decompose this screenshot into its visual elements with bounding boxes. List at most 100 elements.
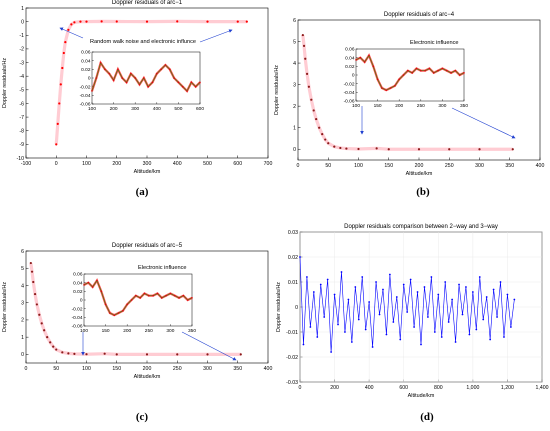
inset-data-point: [454, 69, 457, 72]
inset-y-tick-label: 0.04: [81, 58, 91, 64]
inset-data-point: [368, 54, 370, 57]
chart-a: Doppler residuals of arc−1-100 0 100 200 300…: [2, 0, 272, 198]
inset-y-tick-label: 0: [88, 76, 91, 82]
data-point: [321, 133, 324, 136]
y-axis-label: Doppler residuals/Hz: [2, 58, 8, 108]
data-point: [361, 276, 364, 278]
inset-data-point: [359, 56, 362, 59]
data-point: [85, 353, 88, 356]
inset-data-point: [151, 81, 154, 84]
data-point: [478, 276, 481, 278]
inset-frame: [91, 51, 201, 105]
inset-data-point: [178, 297, 180, 299]
data-point: [382, 288, 384, 291]
data-point: [458, 283, 460, 286]
data-point: [38, 313, 41, 316]
y-tick-label: 2: [21, 318, 24, 324]
x-tick-label: 100: [82, 161, 91, 167]
data-point: [299, 256, 301, 258]
data-point: [387, 148, 390, 151]
data-point: [327, 142, 330, 145]
data-point: [145, 20, 149, 23]
data-point: [475, 328, 478, 331]
data-point: [206, 353, 209, 356]
data-point: [312, 291, 315, 293]
x-tick-label: 400: [264, 366, 273, 372]
inset-data-point: [445, 69, 448, 72]
inset-x-tick-label: 300: [438, 103, 446, 109]
data-point: [115, 353, 118, 356]
data-point: [478, 148, 481, 151]
inset-y-tick-label: -0.02: [344, 81, 355, 87]
inset-data-point: [432, 72, 435, 74]
inset-x-tick-label: 100: [80, 328, 88, 334]
data-point: [461, 313, 464, 316]
inset-data-point: [186, 299, 189, 301]
data-point: [433, 331, 436, 333]
x-tick-label: 200: [415, 163, 424, 169]
data-point: [368, 301, 371, 303]
data-point: [354, 286, 357, 288]
y-tick-label: -0.03: [286, 380, 298, 386]
data-point: [315, 117, 318, 121]
data-point: [79, 20, 82, 23]
data-point: [509, 326, 512, 328]
data-point: [375, 281, 377, 283]
x-tick-label: 0: [25, 366, 28, 372]
inset-data-point: [376, 78, 379, 81]
inset-data-point: [372, 65, 375, 68]
data-point: [306, 276, 308, 278]
inset-data-point: [143, 292, 146, 295]
panel-caption: (b): [416, 186, 430, 198]
data-point: [40, 322, 43, 325]
inset-x-tick-label: 150: [374, 103, 382, 109]
data-point: [56, 122, 59, 126]
data-point: [447, 321, 450, 323]
inset-data-point: [147, 85, 149, 88]
data-point: [357, 318, 360, 321]
data-point: [49, 341, 52, 344]
data-point: [333, 293, 336, 296]
data-point: [302, 44, 306, 47]
inset-data-point: [117, 68, 119, 71]
inset-data-point: [420, 69, 422, 72]
panel-caption: (a): [136, 186, 149, 198]
y-tick-label: 5: [293, 39, 296, 45]
inset-data-point: [182, 294, 185, 297]
inset-data-point: [152, 294, 154, 297]
data-point: [330, 351, 333, 353]
inset-data-point: [143, 77, 145, 79]
data-point: [310, 98, 313, 101]
y-axis-label: Doppler residuals/Hz: [276, 282, 282, 332]
data-point: [73, 21, 76, 24]
data-point: [489, 338, 492, 341]
data-point: [482, 318, 485, 321]
inset-data-point: [96, 279, 98, 282]
inset-x-tick-label: 500: [174, 106, 182, 112]
inset-data-point: [398, 78, 401, 81]
data-point: [100, 20, 103, 23]
data-point: [417, 148, 421, 151]
data-point: [145, 353, 149, 356]
inset-x-tick-label: 100: [88, 106, 96, 112]
y-tick-label: -8: [19, 129, 24, 135]
y-tick-label: -3: [19, 60, 24, 66]
inset-y-tick-label: -0.02: [80, 84, 91, 90]
inset-y-tick-label: -0.04: [80, 93, 91, 99]
data-point: [347, 298, 350, 301]
data-point: [61, 66, 64, 70]
inset-data-point: [191, 297, 193, 299]
data-point: [339, 146, 342, 150]
data-point: [59, 83, 62, 86]
y-axis-label: Doppler residuals/Hz: [274, 65, 280, 115]
inset-y-tick-label: -0.04: [72, 315, 83, 321]
inset-data-point: [109, 312, 111, 314]
x-tick-label: 1,200: [501, 385, 514, 391]
inset-data-point: [441, 67, 444, 70]
inset-data-point: [407, 69, 409, 72]
data-point: [52, 345, 55, 348]
y-tick-label: 4: [293, 61, 296, 67]
inset-frame: [355, 48, 465, 102]
y-tick-label: 1: [21, 335, 24, 341]
inset-y-tick-label: 0.02: [345, 64, 355, 70]
